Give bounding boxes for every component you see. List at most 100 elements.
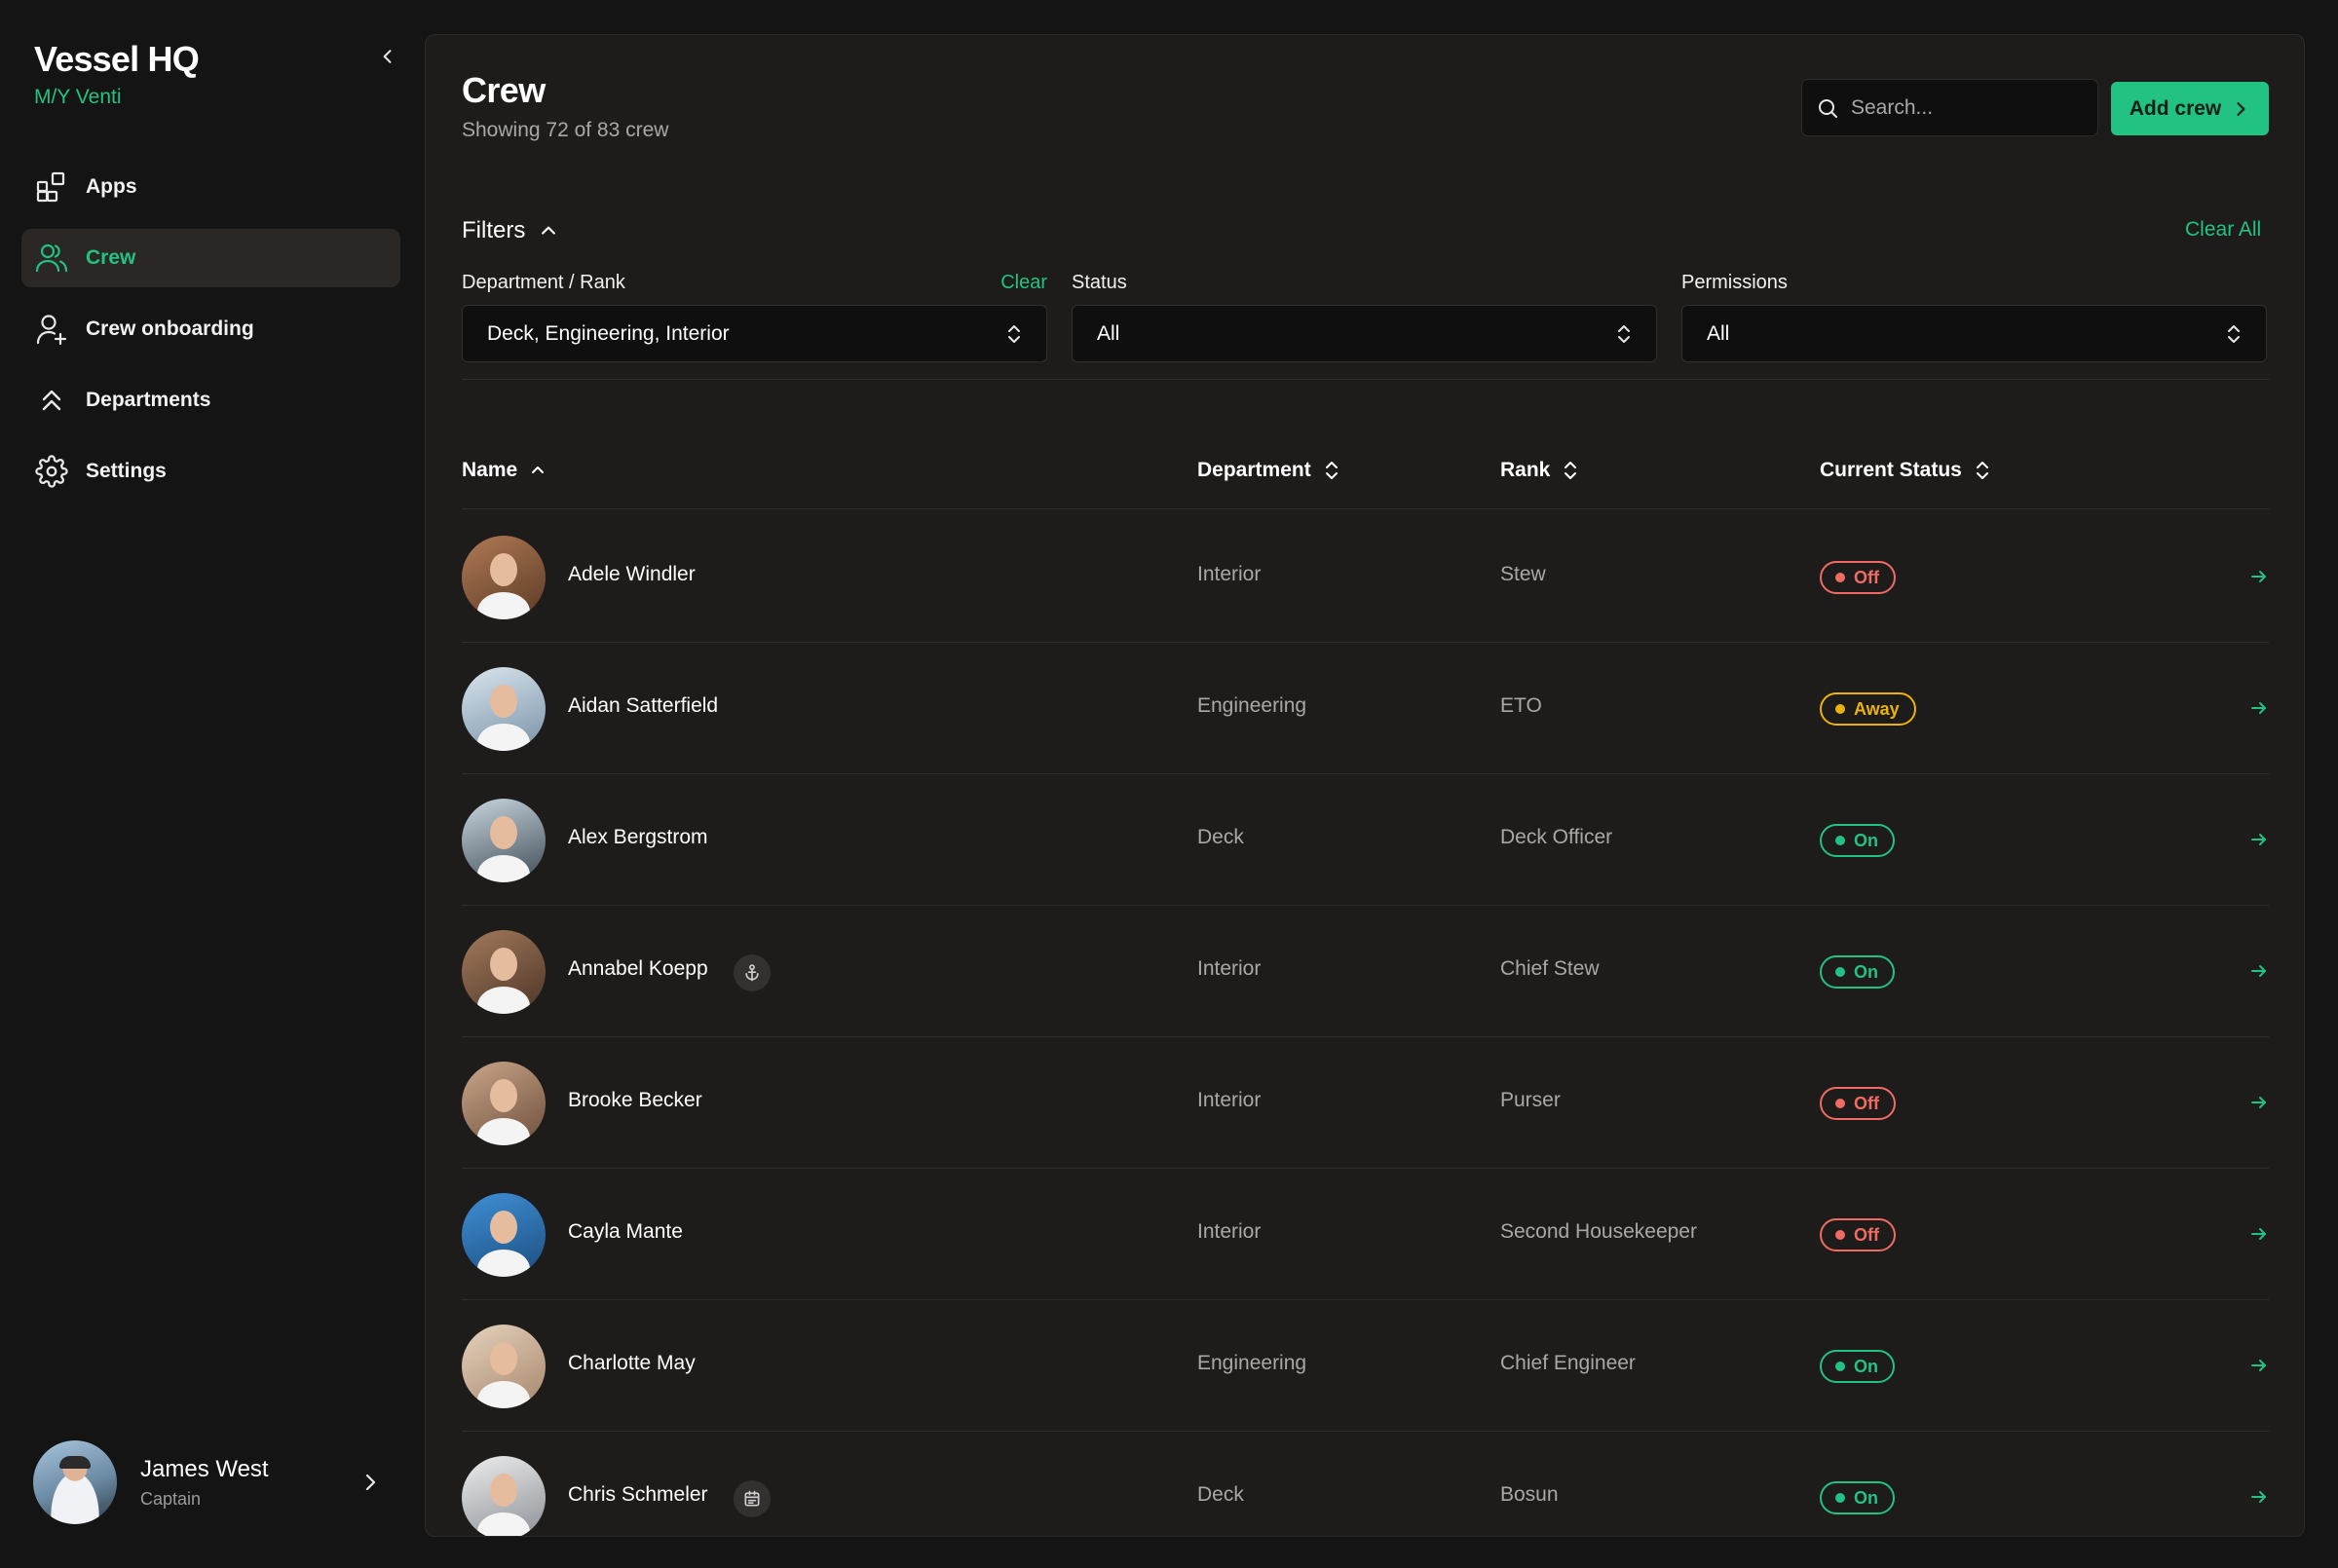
crew-rank: Purser (1500, 1089, 1561, 1111)
filter-label: Status (1072, 272, 1127, 293)
chevron-right-icon (2237, 101, 2245, 116)
brand: Vessel HQ M/Y Venti (34, 39, 200, 109)
user-role: Captain (140, 1488, 202, 1509)
crew-department: Deck (1197, 1483, 1244, 1506)
sort-icon (1976, 462, 1988, 479)
chevron-left-icon (383, 50, 392, 63)
search-input[interactable] (1851, 95, 2085, 120)
select-value: All (1707, 321, 1730, 345)
status-badge: Away (1820, 692, 1916, 726)
filter-label: Department / Rank (462, 272, 625, 293)
column-header-rank[interactable]: Rank (1500, 459, 1579, 482)
arrow-right-icon[interactable] (2249, 1356, 2269, 1375)
current-user-card[interactable]: James West Captain (33, 1439, 394, 1525)
column-header-department[interactable]: Department (1197, 459, 1340, 482)
arrow-right-icon[interactable] (2249, 961, 2269, 981)
table-row[interactable]: Annabel Koepp Interior Chief Stew On (462, 906, 2269, 1037)
status-badge: Off (1820, 561, 1896, 594)
collapse-sidebar-button[interactable] (376, 45, 399, 68)
status-label: Off (1854, 567, 1879, 587)
crew-department: Interior (1197, 563, 1262, 585)
apps-icon (36, 171, 65, 203)
crew-name: Aidan Satterfield (568, 694, 719, 717)
anchor-icon (745, 964, 759, 982)
arrow-right-icon[interactable] (2249, 1487, 2269, 1507)
column-header-name[interactable]: Name (462, 459, 547, 482)
crew-name: Cayla Mante (568, 1220, 683, 1243)
arrow-right-icon[interactable] (2249, 698, 2269, 718)
crew-rank: Bosun (1500, 1483, 1559, 1506)
status-dot (1835, 1493, 1845, 1503)
table-row[interactable]: Alex Bergstrom Deck Deck Officer On (462, 774, 2269, 906)
table-header: Name Department Rank Current Status (462, 459, 2269, 509)
table-row[interactable]: Aidan Satterfield Engineering ETO Away (462, 643, 2269, 774)
arrow-right-icon[interactable] (2249, 1224, 2269, 1244)
crew-name: Alex Bergstrom (568, 826, 708, 848)
sidebar-item-label: Departments (86, 389, 211, 411)
table-row[interactable]: Adele Windler Interior Stew Off (462, 511, 2269, 643)
select-value: All (1097, 321, 1120, 345)
chevron-up-down-icon (1008, 324, 1020, 343)
column-label: Current Status (1820, 459, 1962, 481)
sidebar-item-label: Apps (86, 175, 137, 198)
table-row[interactable]: Brooke Becker Interior Purser Off (462, 1037, 2269, 1169)
crew-name: Adele Windler (568, 563, 696, 585)
department-rank-filter: Department / Rank Clear Deck, Engineerin… (462, 272, 1047, 362)
add-crew-button[interactable]: Add crew (2111, 82, 2269, 135)
app-title: Vessel HQ (34, 39, 200, 79)
user-name: James West (140, 1455, 269, 1482)
crew-department: Engineering (1197, 694, 1307, 717)
arrow-right-icon[interactable] (2249, 830, 2269, 849)
crew-name: Chris Schmeler (568, 1483, 708, 1506)
sidebar-item-crew-onboarding[interactable]: Crew onboarding (21, 300, 400, 358)
crew-department: Interior (1197, 1089, 1262, 1111)
crew-department: Engineering (1197, 1352, 1307, 1374)
crew-name: Charlotte May (568, 1352, 696, 1374)
permissions-filter: Permissions All (1681, 272, 2267, 362)
avatar (462, 1456, 546, 1536)
users-icon (35, 243, 68, 273)
sidebar-item-departments[interactable]: Departments (21, 371, 400, 429)
arrow-right-icon[interactable] (2249, 567, 2269, 586)
status-dot (1835, 1230, 1845, 1240)
avatar (33, 1440, 117, 1524)
sort-icon (1565, 462, 1577, 479)
user-info: James West Captain (140, 1456, 269, 1510)
chevron-right-icon (365, 1474, 376, 1491)
crew-rank: Chief Engineer (1500, 1352, 1636, 1374)
crew-name: Annabel Koepp (568, 957, 708, 980)
search-box[interactable] (1801, 79, 2098, 136)
arrow-right-icon[interactable] (2249, 1093, 2269, 1112)
crew-department: Interior (1197, 957, 1262, 980)
sidebar-item-settings[interactable]: Settings (21, 442, 400, 501)
status-label: On (1854, 1356, 1878, 1376)
crew-rank: ETO (1500, 694, 1542, 717)
avatar (462, 930, 546, 1014)
status-badge: On (1820, 1481, 1895, 1514)
sidebar-item-label: Crew onboarding (86, 317, 254, 340)
sidebar-item-apps[interactable]: Apps (21, 158, 400, 216)
sidebar-item-label: Crew (86, 246, 136, 269)
table-row[interactable]: Chris Schmeler Deck Bosun On (462, 1432, 2269, 1536)
sidebar-item-crew[interactable]: Crew (21, 229, 400, 287)
clear-department-filter-button[interactable]: Clear (1000, 272, 1047, 293)
status-dot (1835, 704, 1845, 714)
status-label: On (1854, 1487, 1878, 1508)
avatar (462, 536, 546, 619)
table-row[interactable]: Cayla Mante Interior Second Housekeeper … (462, 1169, 2269, 1300)
status-select[interactable]: All (1072, 305, 1657, 362)
status-label: Off (1854, 1093, 1879, 1113)
permissions-select[interactable]: All (1681, 305, 2267, 362)
status-dot (1835, 573, 1845, 582)
clear-all-filters-button[interactable]: Clear All (2185, 218, 2262, 241)
department-rank-select[interactable]: Deck, Engineering, Interior (462, 305, 1047, 362)
user-plus-icon (36, 315, 67, 346)
crew-table-body: Adele Windler Interior Stew Off Aidan Sa… (462, 511, 2269, 1536)
avatar (462, 1062, 546, 1145)
filters-toggle[interactable]: Filters (462, 217, 558, 244)
filters-label: Filters (462, 217, 526, 243)
role-tag (734, 954, 771, 991)
table-row[interactable]: Charlotte May Engineering Chief Engineer… (462, 1300, 2269, 1432)
status-badge: Off (1820, 1087, 1896, 1120)
column-header-status[interactable]: Current Status (1820, 459, 1991, 482)
